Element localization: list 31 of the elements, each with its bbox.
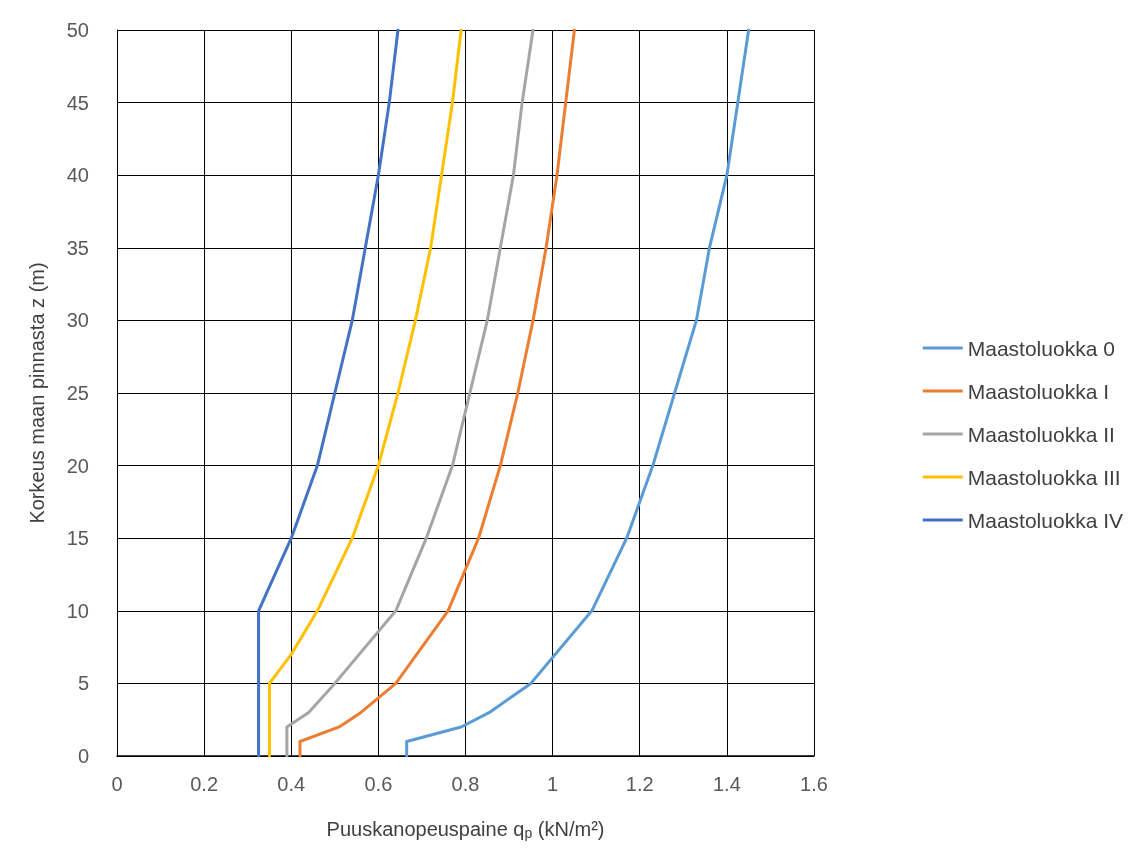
line-series (405, 28, 751, 758)
x-tick-label: 0.8 (451, 773, 480, 795)
y-tick-label: 25 (66, 382, 89, 404)
legend-label: Maastoluokka 0 (967, 336, 1115, 360)
legend-label: Maastoluokka I (967, 379, 1110, 403)
y-tick-label: 10 (66, 599, 89, 622)
y-tick-label: 30 (66, 309, 89, 332)
x-tick-label: 1.2 (625, 773, 654, 795)
y-tick-label: 15 (66, 527, 89, 550)
line-series (298, 28, 576, 758)
line-series (267, 28, 463, 758)
x-tick-label: 1.6 (800, 773, 828, 795)
y-tick-label: 40 (66, 164, 89, 187)
x-tick-label: 0.2 (190, 773, 219, 795)
y-tick-label: 45 (66, 91, 89, 114)
x-tick-label: 0 (111, 773, 123, 795)
y-tick-label: 5 (77, 672, 89, 695)
legend-label: Maastoluokka IV (967, 508, 1124, 532)
line-series (257, 28, 400, 758)
x-tick-label: 0.4 (277, 773, 306, 795)
y-tick-label: 20 (66, 454, 89, 477)
y-tick-label: 0 (77, 745, 89, 767)
y-tick-label: 50 (66, 19, 89, 41)
y-axis-title: Korkeus maan pinnasta z (m) (26, 262, 48, 524)
legend-label: Maastoluokka II (967, 422, 1115, 446)
x-tick-label: 0.6 (364, 773, 393, 795)
y-tick-label: 35 (66, 236, 89, 259)
x-tick-label: 1 (547, 773, 559, 795)
line-series (285, 28, 535, 758)
x-tick-label: 1.4 (712, 773, 741, 795)
legend-label: Maastoluokka III (967, 465, 1121, 489)
